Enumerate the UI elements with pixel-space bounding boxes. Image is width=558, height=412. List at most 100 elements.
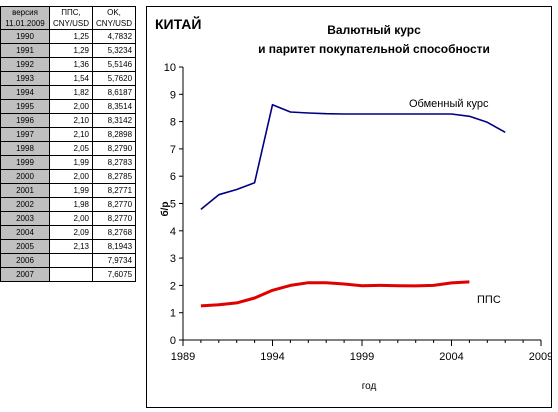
table-row: 2005 2,13 8,1943 bbox=[0, 239, 137, 254]
table-cell-ppp: 2,00 bbox=[48, 169, 94, 184]
table-cell-exchange-rate: 8,1943 bbox=[92, 239, 137, 254]
table-row: 1995 2,00 8,3514 bbox=[0, 99, 137, 114]
table-row: 1998 2,05 8,2790 bbox=[0, 141, 137, 156]
table-cell-exchange-rate: 5,7620 bbox=[92, 71, 137, 86]
table-cell-exchange-rate: 8,3514 bbox=[92, 99, 137, 114]
table-row: 1992 1,36 5,5146 bbox=[0, 57, 137, 72]
line-chart: КИТАЙ Валютный курс и паритет покупатель… bbox=[155, 15, 553, 392]
y-tick-label: 4 bbox=[170, 226, 176, 238]
table-row: 1994 1,82 8,6187 bbox=[0, 85, 137, 100]
table-cell-ppp: 2,13 bbox=[48, 239, 94, 254]
table-cell-year: 1991 bbox=[0, 43, 50, 58]
table-cell-year: 2004 bbox=[0, 225, 50, 240]
table-cell-year: 2006 bbox=[0, 253, 50, 268]
table-cell-year: 1993 bbox=[0, 71, 50, 86]
table-row: 2003 2,00 8,2770 bbox=[0, 211, 137, 226]
table-body: 1990 1,25 4,7832 1991 1,29 5,3234 1992 1,36 5,51… bbox=[0, 29, 137, 282]
table-cell-exchange-rate: 7,6075 bbox=[92, 267, 137, 282]
table-cell-exchange-rate: 8,2785 bbox=[92, 169, 137, 184]
table-row: 1991 1,29 5,3234 bbox=[0, 43, 137, 58]
y-tick-label: 1 bbox=[170, 308, 176, 320]
table-row: 2006 7,9734 bbox=[0, 253, 137, 268]
chart-title-line-2: и паритет покупательной способности bbox=[258, 42, 490, 56]
table-cell-ppp: 1,82 bbox=[48, 85, 94, 100]
table-cell-year: 1999 bbox=[0, 155, 50, 170]
table-cell-year: 1997 bbox=[0, 127, 50, 142]
table-cell-ppp bbox=[48, 253, 94, 268]
table-cell-exchange-rate: 8,2783 bbox=[92, 155, 137, 170]
x-tick-label: 1999 bbox=[350, 351, 374, 363]
y-tick-label: 0 bbox=[170, 335, 176, 347]
table-cell-ppp: 1,98 bbox=[48, 197, 94, 212]
table-cell-ppp bbox=[48, 267, 94, 282]
table-header-cell: версия 11.01.2009 bbox=[0, 6, 50, 30]
table-cell-year: 2003 bbox=[0, 211, 50, 226]
table-cell-year: 1992 bbox=[0, 57, 50, 72]
table-header-text: 11.01.2009 bbox=[5, 19, 45, 28]
table-row: 2002 1,98 8,2770 bbox=[0, 197, 137, 212]
table-header-text: CNY/USD bbox=[53, 19, 90, 28]
series-label-ppp: ППС bbox=[477, 294, 501, 306]
y-tick-label: 9 bbox=[170, 89, 176, 101]
table-cell-year: 2001 bbox=[0, 183, 50, 198]
series-label-exchange-rate: Обменный курс bbox=[409, 98, 489, 110]
table-header-text: версия bbox=[12, 8, 38, 17]
y-tick-label: 5 bbox=[170, 199, 176, 211]
table-row: 2000 2,00 8,2785 bbox=[0, 169, 137, 184]
table-cell-ppp: 1,99 bbox=[48, 183, 94, 198]
y-tick-label: 8 bbox=[170, 117, 176, 129]
table-cell-ppp: 1,25 bbox=[48, 29, 94, 44]
table-cell-ppp: 2,10 bbox=[48, 113, 94, 128]
table-cell-year: 2005 bbox=[0, 239, 50, 254]
table-cell-exchange-rate: 8,2770 bbox=[92, 211, 137, 226]
table-header-cell: OK, CNY/USD bbox=[92, 6, 137, 30]
table-cell-ppp: 2,00 bbox=[48, 99, 94, 114]
table-cell-year: 1998 bbox=[0, 141, 50, 156]
x-tick-label: 1994 bbox=[260, 351, 284, 363]
table-row: 1990 1,25 4,7832 bbox=[0, 29, 137, 44]
table-cell-exchange-rate: 8,2790 bbox=[92, 141, 137, 156]
table-cell-exchange-rate: 8,2768 bbox=[92, 225, 137, 240]
table-cell-year: 1990 bbox=[0, 29, 50, 44]
table-row: 2007 7,6075 bbox=[0, 267, 137, 282]
table-cell-year: 2000 bbox=[0, 169, 50, 184]
table-cell-exchange-rate: 8,2771 bbox=[92, 183, 137, 198]
table-row: 1999 1,99 8,2783 bbox=[0, 155, 137, 170]
ppp-line bbox=[200, 280, 470, 308]
exchange-rate-line bbox=[200, 103, 506, 211]
y-tick-label: 10 bbox=[164, 62, 176, 74]
table-row: 2004 2,09 8,2768 bbox=[0, 225, 137, 240]
table-header-text: ППС, bbox=[61, 8, 81, 17]
table-header-text: OK, bbox=[107, 8, 121, 17]
table-cell-year: 1996 bbox=[0, 113, 50, 128]
chart-frame: КИТАЙ Валютный курс и паритет покупатель… bbox=[146, 6, 553, 408]
x-tick-label: 1989 bbox=[171, 351, 195, 363]
x-axis-label: год bbox=[362, 381, 377, 392]
series-layer bbox=[200, 103, 506, 308]
table-cell-ppp: 2,00 bbox=[48, 211, 94, 226]
table-cell-year: 1995 bbox=[0, 99, 50, 114]
country-label: КИТАЙ bbox=[155, 15, 201, 32]
y-axis-label: б/р bbox=[159, 201, 171, 216]
table-cell-ppp: 2,09 bbox=[48, 225, 94, 240]
table-cell-exchange-rate: 8,2898 bbox=[92, 127, 137, 142]
table-cell-ppp: 1,29 bbox=[48, 43, 94, 58]
data-table: версия 11.01.2009 ППС, CNY/USD OK, CNY/USD 19… bbox=[0, 6, 137, 282]
y-tick-label: 7 bbox=[170, 144, 176, 156]
table-cell-exchange-rate: 5,3234 bbox=[92, 43, 137, 58]
table-header-cell: ППС, CNY/USD bbox=[48, 6, 94, 30]
y-tick-label: 6 bbox=[170, 171, 176, 183]
y-tick-label: 3 bbox=[170, 253, 176, 265]
table-row: 1993 1,54 5,7620 bbox=[0, 71, 137, 86]
table-cell-exchange-rate: 4,7832 bbox=[92, 29, 137, 44]
table-cell-ppp: 1,36 bbox=[48, 57, 94, 72]
table-cell-ppp: 2,10 bbox=[48, 127, 94, 142]
table-cell-ppp: 2,05 bbox=[48, 141, 94, 156]
chart-title-line-1: Валютный курс bbox=[327, 23, 421, 37]
table-row: 1996 2,10 8,3142 bbox=[0, 113, 137, 128]
table-row: 1997 2,10 8,2898 bbox=[0, 127, 137, 142]
table-cell-exchange-rate: 7,9734 bbox=[92, 253, 137, 268]
y-tick-label: 2 bbox=[170, 280, 176, 292]
table-cell-ppp: 1,54 bbox=[48, 71, 94, 86]
table-row: 2001 1,99 8,2771 bbox=[0, 183, 137, 198]
